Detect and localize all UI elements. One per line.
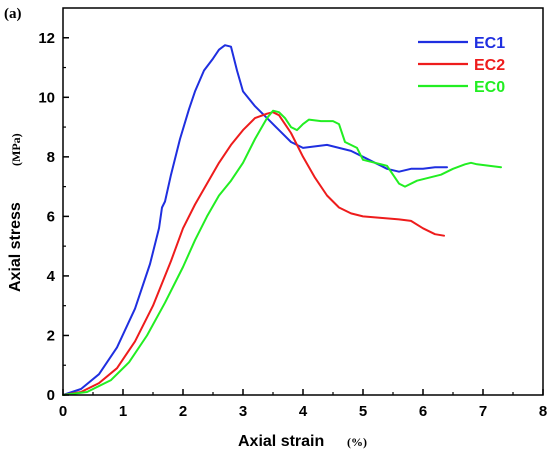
y-tick-label: 0 <box>47 387 55 404</box>
x-tick-label: 2 <box>179 403 187 420</box>
y-tick-label: 10 <box>38 89 55 106</box>
y-tick-label: 6 <box>47 208 55 225</box>
x-tick-label: 4 <box>299 403 308 420</box>
y-tick-label: 12 <box>38 30 55 47</box>
series-line-ec2 <box>62 111 445 396</box>
y-axis-label: Axial stress <box>7 202 24 292</box>
y-tick-label: 8 <box>47 149 55 166</box>
x-tick-label: 3 <box>239 403 247 420</box>
x-tick-label: 5 <box>359 403 367 420</box>
series-layer <box>62 44 502 396</box>
panel-label: (a) <box>4 6 22 22</box>
x-axis-title: Axial strain (%) <box>238 433 367 450</box>
x-tick-label: 6 <box>419 403 427 420</box>
x-tick-label: 7 <box>479 403 487 420</box>
legend-label-ec0: EC0 <box>474 79 505 96</box>
plot-frame <box>62 7 544 396</box>
x-axis-label: Axial strain <box>238 433 324 450</box>
series-line-ec0 <box>62 109 502 396</box>
legend: EC1 EC2 EC0 <box>418 35 505 96</box>
x-tick-label: 0 <box>59 403 67 420</box>
legend-label-ec2: EC2 <box>474 57 505 74</box>
y-tick-label: 4 <box>47 268 56 285</box>
y-axis-ticks: 0 2 4 6 8 10 12 <box>38 30 69 404</box>
x-tick-label: 8 <box>539 403 547 420</box>
y-axis-unit: (MPa) <box>9 133 23 166</box>
y-tick-label: 2 <box>47 327 55 344</box>
x-tick-label: 1 <box>119 403 127 420</box>
y-axis-title: Axial stress (MPa) <box>7 133 24 292</box>
x-axis-unit: (%) <box>347 435 367 449</box>
x-axis-ticks: 0 1 2 3 4 5 6 7 8 <box>59 389 547 420</box>
legend-label-ec1: EC1 <box>474 35 505 52</box>
series-line-ec1 <box>62 44 448 396</box>
